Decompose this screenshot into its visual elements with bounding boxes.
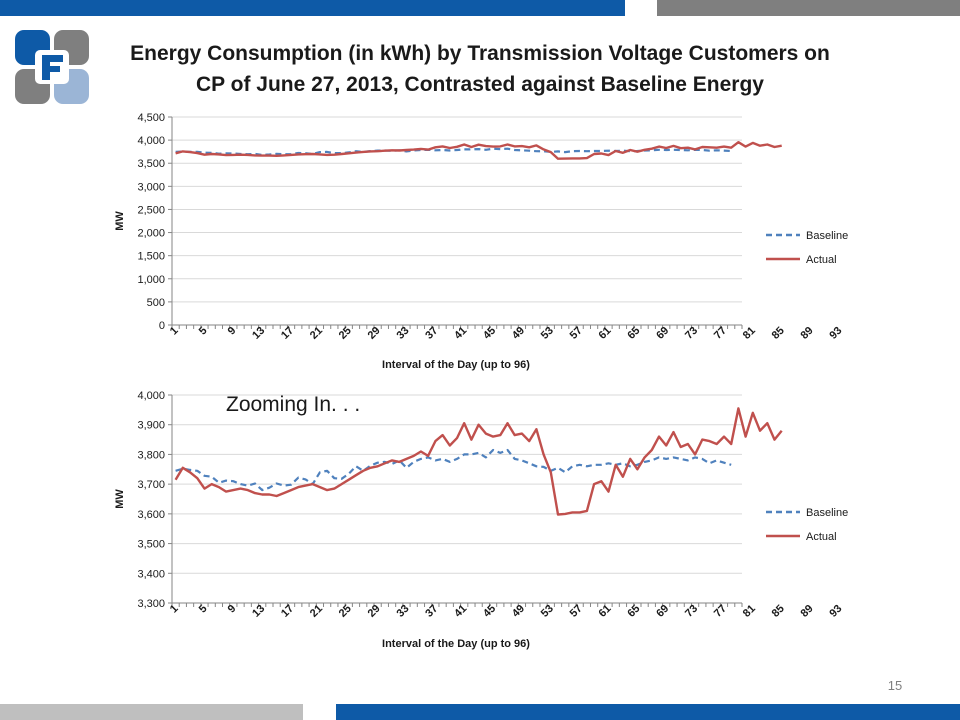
series-line-actual <box>175 141 782 160</box>
x-tick-label: 93 <box>827 603 844 620</box>
x-tick-label: 81 <box>741 325 758 342</box>
top-accent-bar-gray <box>657 0 960 16</box>
x-tick-label: 13 <box>250 325 267 342</box>
series-line-baseline <box>175 448 732 492</box>
y-tick-label: 3,800 <box>137 449 165 461</box>
x-tick-label: 21 <box>308 325 325 342</box>
x-tick-label: 49 <box>510 325 527 342</box>
x-tick-label: 61 <box>596 603 613 620</box>
x-tick-label: 17 <box>279 603 296 620</box>
x-tick-label: 25 <box>337 603 354 620</box>
x-tick-label: 33 <box>394 325 411 342</box>
slide-title-line-1: Energy Consumption (in kWh) by Transmiss… <box>130 42 830 65</box>
top-accent-bar-blue <box>0 0 625 16</box>
x-tick-label: 65 <box>625 603 642 620</box>
x-tick-label: 77 <box>712 325 729 342</box>
x-tick-label: 53 <box>539 325 556 342</box>
y-axis-title: MW <box>114 489 126 509</box>
x-tick-label: 33 <box>394 603 411 620</box>
x-tick-label: 37 <box>423 603 440 620</box>
bottom-accent-bar-gray <box>0 704 303 720</box>
x-tick-label: 17 <box>279 325 296 342</box>
legend-label-baseline: Baseline <box>806 230 848 242</box>
y-tick-label: 3,600 <box>137 509 165 521</box>
y-tick-label: 0 <box>159 320 165 332</box>
y-tick-label: 3,400 <box>137 568 165 580</box>
x-tick-label: 29 <box>366 325 383 342</box>
x-tick-label: 85 <box>770 325 787 342</box>
legend-label-actual: Actual <box>806 531 837 543</box>
x-tick-label: 89 <box>799 603 816 620</box>
x-tick-label: 25 <box>337 325 354 342</box>
y-tick-label: 3,300 <box>137 598 165 610</box>
x-tick-label: 85 <box>770 603 787 620</box>
slide-title: Energy Consumption (in kWh) by Transmiss… <box>95 38 865 100</box>
y-tick-label: 3,500 <box>137 539 165 551</box>
x-tick-label: 89 <box>799 325 816 342</box>
x-tick-label: 65 <box>625 325 642 342</box>
x-tick-label: 57 <box>568 325 585 342</box>
chart-zoomed: 3,300 3,400 3,500 3,600 3,700 3,800 3,900 4,000… <box>114 390 848 650</box>
y-tick-label: 3,900 <box>137 420 165 432</box>
y-axis-title: MW <box>114 211 126 231</box>
x-tick-label: 41 <box>452 325 469 342</box>
y-tick-label: 2,000 <box>137 228 165 240</box>
x-tick-label: 37 <box>423 325 440 342</box>
x-tick-label: 73 <box>683 603 700 620</box>
zoom-annotation: Zooming In. . . <box>226 393 361 416</box>
x-tick-label: 13 <box>250 603 267 620</box>
legend-label-baseline: Baseline <box>806 507 848 519</box>
x-tick-label: 81 <box>741 603 758 620</box>
y-tick-label: 4,000 <box>137 135 165 147</box>
x-tick-label: 69 <box>654 325 671 342</box>
x-tick-label: 73 <box>683 325 700 342</box>
x-tick-label: 45 <box>481 603 498 620</box>
y-tick-label: 2,500 <box>137 204 165 216</box>
legend-label-actual: Actual <box>806 254 837 266</box>
x-tick-label: 93 <box>827 325 844 342</box>
series-line-actual <box>174 407 783 516</box>
x-tick-label: 77 <box>712 603 729 620</box>
x-axis-title: Interval of the Day (up to 96) <box>382 359 530 371</box>
chart-full-range: 0 500 1,000 1,500 2,000 2,500 3,000 3,500 4,000 4… <box>114 112 848 371</box>
x-tick-label: 45 <box>481 325 498 342</box>
bottom-accent-bar-blue <box>336 704 960 720</box>
y-tick-label: 1,500 <box>137 251 165 263</box>
x-axis-title: Interval of the Day (up to 96) <box>382 638 530 650</box>
y-tick-label: 1,000 <box>137 274 165 286</box>
y-tick-label: 500 <box>147 297 165 309</box>
company-logo <box>15 30 89 104</box>
x-tick-label: 41 <box>452 603 469 620</box>
x-tick-label: 61 <box>596 325 613 342</box>
x-tick-label: 69 <box>654 603 671 620</box>
x-tick-label: 49 <box>510 603 527 620</box>
y-tick-label: 3,500 <box>137 158 165 170</box>
x-tick-label: 29 <box>366 603 383 620</box>
y-tick-label: 3,000 <box>137 181 165 193</box>
slide-title-line-2: CP of June 27, 2013, Contrasted against … <box>196 73 764 96</box>
x-tick-label: 53 <box>539 603 556 620</box>
x-tick-label: 57 <box>568 603 585 620</box>
y-tick-label: 4,500 <box>137 112 165 124</box>
page-number: 15 <box>887 678 903 693</box>
y-tick-label: 3,700 <box>137 479 165 491</box>
x-tick-label: 21 <box>308 603 325 620</box>
y-tick-label: 4,000 <box>137 390 165 402</box>
